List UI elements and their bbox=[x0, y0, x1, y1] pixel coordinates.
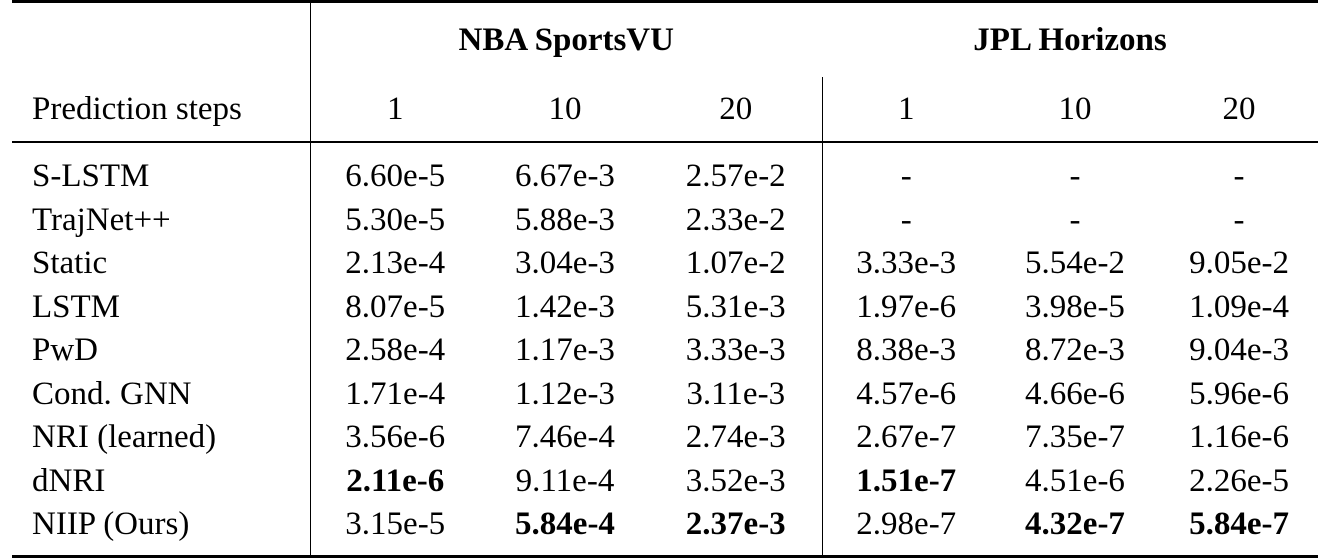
steps-label: Prediction steps bbox=[12, 77, 311, 142]
value-cell: 1.09e-4 bbox=[1189, 288, 1289, 325]
value-cell: 4.57e-6 bbox=[856, 375, 957, 412]
value-cell: 1.71e-4 bbox=[345, 375, 446, 412]
value-cell: 5.54e-2 bbox=[1025, 245, 1125, 282]
value-cell: 1.51e-7 bbox=[856, 462, 957, 499]
value-cell: - bbox=[990, 141, 1160, 199]
group-header-jpl: JPL Horizons bbox=[822, 0, 1319, 77]
table-row: LSTM 8.07e-5 1.42e-3 5.31e-3 1.97e-6 3.98e-5 1… bbox=[12, 285, 1318, 329]
value-cell: 3.33e-3 bbox=[650, 329, 823, 373]
value-cell: 3.52e-3 bbox=[650, 459, 823, 503]
table-row: Static 2.13e-4 3.04e-3 1.07e-2 3.33e-3 5.54e-… bbox=[12, 242, 1318, 286]
value-cell: 4.51e-6 bbox=[1025, 462, 1125, 499]
method-name: S-LSTM bbox=[12, 141, 311, 199]
value-cell: 2.67e-7 bbox=[856, 419, 957, 456]
value-cell: 2.13e-4 bbox=[345, 245, 446, 282]
value-cell: 3.33e-3 bbox=[856, 245, 957, 282]
value-cell: 5.84e-4 bbox=[480, 503, 650, 558]
value-cell: 3.98e-5 bbox=[1025, 288, 1125, 325]
value-cell: 5.88e-3 bbox=[515, 201, 615, 238]
value-cell: 3.56e-6 bbox=[345, 419, 446, 456]
value-cell: 3.11e-3 bbox=[650, 372, 823, 416]
method-name: Cond. GNN bbox=[12, 372, 311, 416]
value-cell: 9.11e-4 bbox=[515, 462, 615, 499]
value-cell: - bbox=[1160, 141, 1319, 199]
results-table-container: NBA SportsVU JPL Horizons Prediction ste… bbox=[12, 0, 1319, 558]
method-name: dNRI bbox=[12, 459, 311, 503]
table-row: S-LSTM 6.60e-5 6.67e-3 2.57e-2- - - bbox=[12, 141, 1319, 199]
value-cell: 2.37e-3 bbox=[650, 503, 823, 558]
value-cell: 7.46e-4 bbox=[515, 419, 615, 456]
value-cell: 4.32e-7 bbox=[990, 503, 1160, 558]
method-name: NRI (learned) bbox=[12, 416, 311, 460]
value-cell: 6.67e-3 bbox=[480, 141, 650, 199]
method-name: LSTM bbox=[12, 285, 311, 329]
step-header: 1 bbox=[898, 90, 915, 127]
value-cell: 5.31e-3 bbox=[650, 285, 823, 329]
results-table: NBA SportsVU JPL Horizons Prediction ste… bbox=[12, 0, 1319, 558]
value-cell: 5.96e-6 bbox=[1189, 375, 1289, 412]
table-row: dNRI 2.11e-6 9.11e-4 3.52e-3 1.51e-7 4.51e-6 2… bbox=[12, 459, 1318, 503]
value-cell: - bbox=[1233, 201, 1245, 238]
table-row: Cond. GNN 1.71e-4 1.12e-3 3.11e-3 4.57e-6 4.6… bbox=[12, 372, 1318, 416]
value-cell: - bbox=[1069, 201, 1081, 238]
value-cell: 9.04e-3 bbox=[1189, 332, 1289, 369]
group-header-row: NBA SportsVU JPL Horizons bbox=[12, 0, 1319, 77]
method-name: PwD bbox=[12, 329, 311, 373]
value-cell: 1.12e-3 bbox=[515, 375, 615, 412]
value-cell: 8.07e-5 bbox=[345, 288, 446, 325]
value-cell: 1.16e-6 bbox=[1189, 419, 1289, 456]
step-header: 20 bbox=[1222, 90, 1256, 127]
value-cell: 6.60e-5 bbox=[310, 141, 480, 199]
table-row: NIIP (Ours) 3.15e-5 5.84e-4 2.37e-3 2.98e-7 4… bbox=[12, 503, 1319, 558]
value-cell: 2.26e-5 bbox=[1189, 462, 1289, 499]
value-cell: 1.17e-3 bbox=[515, 332, 615, 369]
value-cell: - bbox=[822, 141, 990, 199]
value-cell: 9.05e-2 bbox=[1189, 245, 1289, 282]
method-name: TrajNet++ bbox=[12, 198, 311, 242]
value-cell: 2.74e-3 bbox=[650, 416, 823, 460]
value-cell: 2.98e-7 bbox=[822, 503, 990, 558]
table-row: NRI (learned) 3.56e-6 7.46e-4 2.74e-3 2.67e-… bbox=[12, 416, 1318, 460]
value-cell: 2.11e-6 bbox=[346, 462, 445, 499]
value-cell: 4.66e-6 bbox=[1025, 375, 1125, 412]
value-cell: 3.15e-5 bbox=[310, 503, 480, 558]
value-cell: - bbox=[900, 201, 912, 238]
corner-cell bbox=[12, 0, 311, 77]
steps-header-row: Prediction steps 1 10 20 1 10 20 bbox=[12, 77, 1318, 142]
value-cell: 7.35e-7 bbox=[1025, 419, 1125, 456]
value-cell: 2.33e-2 bbox=[650, 198, 823, 242]
value-cell: 5.84e-7 bbox=[1160, 503, 1319, 558]
group-header-nba: NBA SportsVU bbox=[310, 0, 822, 77]
method-name: Static bbox=[12, 242, 311, 286]
table-row: PwD 2.58e-4 1.17e-3 3.33e-3 8.38e-3 8.72e-3 9.… bbox=[12, 329, 1318, 373]
results-body: S-LSTM 6.60e-5 6.67e-3 2.57e-2- - - TrajNet++ 5… bbox=[12, 141, 1319, 558]
value-cell: 1.07e-2 bbox=[650, 242, 823, 286]
step-header: 1 bbox=[387, 90, 404, 127]
table-row: TrajNet++ 5.30e-5 5.88e-3 2.33e-2 - - - bbox=[12, 198, 1318, 242]
value-cell: 1.42e-3 bbox=[515, 288, 615, 325]
step-header: 10 bbox=[548, 90, 582, 127]
step-header: 20 bbox=[650, 77, 823, 142]
value-cell: 8.72e-3 bbox=[1025, 332, 1125, 369]
value-cell: 2.58e-4 bbox=[345, 332, 446, 369]
value-cell: 3.04e-3 bbox=[515, 245, 615, 282]
value-cell: 1.97e-6 bbox=[856, 288, 957, 325]
value-cell: 5.30e-5 bbox=[345, 201, 446, 238]
step-header: 10 bbox=[1058, 90, 1092, 127]
method-name: NIIP (Ours) bbox=[12, 503, 311, 558]
value-cell: 8.38e-3 bbox=[856, 332, 957, 369]
value-cell: 2.57e-2 bbox=[650, 141, 823, 199]
